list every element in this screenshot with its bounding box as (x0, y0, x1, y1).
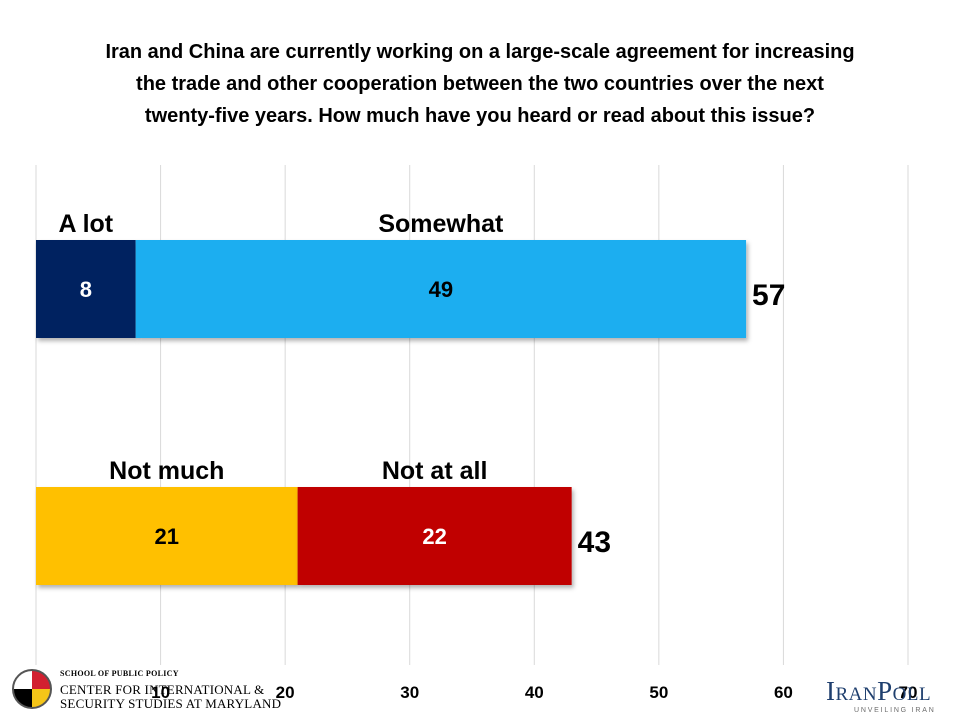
x-tick-label: 70 (899, 683, 918, 702)
x-tick-label: 30 (400, 683, 419, 702)
logo-line-center: CENTER FOR INTERNATIONAL & (60, 682, 265, 697)
iranpoll-logo: IranPoll UNVEILING IRAN (822, 676, 954, 716)
logo-line-school: SCHOOL OF PUBLIC POLICY (60, 669, 179, 678)
bars-layer: 8 A lot 49 Somewhat 57 21 Not much 22 Not at all… (36, 210, 785, 585)
iranpoll-name: IranPoll (826, 676, 932, 706)
data-label: 49 (429, 277, 453, 302)
chart-title-line: the trade and other cooperation between … (136, 73, 824, 95)
university-seal-icon (12, 669, 52, 709)
bar-segment (135, 240, 747, 338)
x-tick-label: 60 (774, 683, 793, 702)
x-tick-label: 40 (525, 683, 544, 702)
segment-name-label: Not at all (382, 457, 488, 485)
data-label: 22 (422, 524, 446, 549)
bar-total-label: 57 (752, 279, 785, 312)
x-tick-label: 20 (276, 683, 295, 702)
data-label: 8 (80, 277, 92, 302)
bar-segment (36, 487, 298, 585)
segment-name-label: Not much (109, 457, 224, 485)
segment-name-label: Somewhat (378, 210, 504, 238)
data-label: 21 (155, 524, 179, 549)
chart-title-line: twenty-five years. How much have you hea… (144, 105, 816, 127)
chart-title-line: Iran and China are currently working on … (105, 41, 855, 63)
logo-line-security: SECURITY STUDIES AT MARYLAND (60, 696, 282, 711)
bar-total-label: 43 (578, 526, 611, 559)
segment-name-label: A lot (59, 210, 114, 238)
cissm-logo: SCHOOL OF PUBLIC POLICY CENTER FOR INTER… (6, 665, 281, 715)
iranpoll-tagline: UNVEILING IRAN (854, 707, 936, 714)
bar-segment (36, 240, 136, 338)
chart-title: Iran and China are currently working on … (20, 36, 940, 132)
bar-segment (297, 487, 572, 585)
x-tick-label: 50 (649, 683, 668, 702)
x-tick-label: 10 (151, 683, 170, 702)
